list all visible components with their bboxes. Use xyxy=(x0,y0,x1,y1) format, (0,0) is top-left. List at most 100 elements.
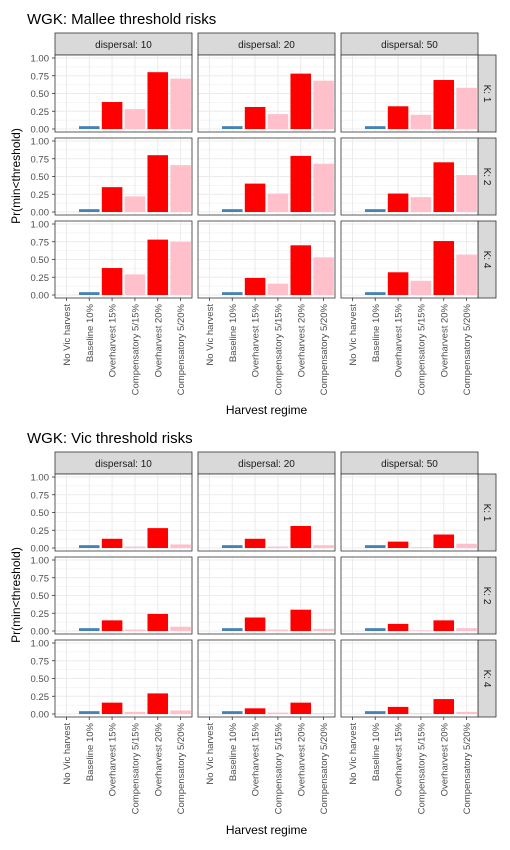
x-tick-label: Compensatory 5/15% xyxy=(416,303,427,395)
x-tick-label: Baseline 10% xyxy=(85,722,96,781)
y-tick-label: 0.25 xyxy=(31,609,50,620)
bar-overharvest-15- xyxy=(101,102,123,129)
x-tick-label: Overharvest 15% xyxy=(394,303,405,377)
x-tick-label: Compensatory 5/15% xyxy=(130,303,141,395)
y-tick-label: 0.50 xyxy=(31,508,50,519)
bar-baseline-10- xyxy=(221,209,243,212)
x-tick-label: Overharvest 15% xyxy=(251,722,262,796)
bar-overharvest-20- xyxy=(290,702,312,714)
facet-strip-col-label: dispersal: 50 xyxy=(381,459,438,470)
facet-strip-col-label: dispersal: 10 xyxy=(95,459,152,470)
x-tick-label: Compensatory 5/20% xyxy=(176,303,187,395)
bar-compensatory-5-15- xyxy=(410,547,432,548)
y-tick-label: 1.00 xyxy=(31,220,50,231)
y-tick-label: 0.25 xyxy=(31,692,50,703)
panel-border xyxy=(340,54,479,133)
y-tick-label: 0.50 xyxy=(31,89,50,100)
y-tick-label: 1.00 xyxy=(31,54,50,65)
x-tick-label: Compensatory 5/20% xyxy=(319,722,330,814)
bar-baseline-10- xyxy=(78,292,100,295)
bar-overharvest-15- xyxy=(101,187,123,212)
facet-panel xyxy=(340,473,479,552)
x-tick-label: Overharvest 15% xyxy=(108,722,119,796)
x-tick-label: Baseline 10% xyxy=(228,303,239,362)
bar-compensatory-5-20- xyxy=(456,87,477,129)
bar-baseline-10- xyxy=(78,209,100,212)
bar-baseline-10- xyxy=(364,209,386,212)
bar-compensatory-5-15- xyxy=(410,197,432,212)
facet-panel xyxy=(197,137,336,216)
bar-compensatory-5-20- xyxy=(170,241,191,295)
bar-overharvest-20- xyxy=(147,239,169,295)
bar-overharvest-15- xyxy=(387,541,409,548)
facet-panel xyxy=(340,220,479,299)
bar-baseline-10- xyxy=(364,545,386,548)
y-tick-label: 1.00 xyxy=(31,473,50,484)
bar-compensatory-5-15- xyxy=(124,629,146,631)
bar-overharvest-20- xyxy=(290,525,312,548)
bar-compensatory-5-20- xyxy=(170,710,191,714)
panel-border xyxy=(54,220,193,299)
bar-overharvest-20- xyxy=(433,241,455,295)
x-tick-label: Overharvest 15% xyxy=(251,303,262,377)
bar-overharvest-15- xyxy=(244,617,266,631)
bar-compensatory-5-15- xyxy=(267,114,289,129)
y-tick-label: 1.00 xyxy=(31,639,50,650)
bar-compensatory-5-15- xyxy=(124,711,146,714)
facet-strip-col-label: dispersal: 10 xyxy=(95,40,152,51)
bar-overharvest-20- xyxy=(147,528,169,548)
x-tick-label: No Vic harvest xyxy=(62,304,73,366)
bar-overharvest-15- xyxy=(387,106,409,129)
facet-strip-row-label: K: 4 xyxy=(481,670,492,688)
bar-compensatory-5-15- xyxy=(267,546,289,548)
panel-border xyxy=(54,54,193,133)
facet-panel xyxy=(340,54,479,133)
bar-baseline-10- xyxy=(364,628,386,631)
x-tick-label: Overharvest 20% xyxy=(153,722,164,796)
x-axis-label: Harvest regime xyxy=(226,823,308,837)
facet-panel xyxy=(197,556,336,635)
facet-strip-row-label: K: 1 xyxy=(481,85,492,103)
panel-border xyxy=(54,137,193,216)
x-tick-label: Compensatory 5/20% xyxy=(462,303,473,395)
bar-baseline-10- xyxy=(221,292,243,295)
y-tick-label: 0.75 xyxy=(31,71,50,82)
bar-baseline-10- xyxy=(221,545,243,548)
panel-border xyxy=(197,220,336,299)
x-tick-label: Baseline 10% xyxy=(85,303,96,362)
y-tick-label: 0.75 xyxy=(31,656,50,667)
x-tick-label: Overharvest 15% xyxy=(394,722,405,796)
facet-panel xyxy=(197,54,336,133)
x-tick-label: Compensatory 5/20% xyxy=(176,722,187,814)
bar-compensatory-5-20- xyxy=(456,543,477,548)
bar-overharvest-20- xyxy=(433,534,455,548)
x-tick-label: Compensatory 5/20% xyxy=(462,722,473,814)
facet-panel xyxy=(54,556,193,635)
bar-baseline-10- xyxy=(78,711,100,714)
panel-border xyxy=(340,556,479,635)
y-tick-label: 0.25 xyxy=(31,526,50,537)
bar-overharvest-15- xyxy=(244,708,266,714)
facet-panel xyxy=(54,220,193,299)
y-tick-label: 0.75 xyxy=(31,154,50,165)
bar-overharvest-15- xyxy=(387,193,409,212)
bar-compensatory-5-15- xyxy=(124,546,146,548)
y-tick-label: 1.00 xyxy=(31,137,50,148)
panel-border xyxy=(197,639,336,718)
x-tick-label: Compensatory 5/15% xyxy=(273,722,284,814)
x-tick-label: Overharvest 20% xyxy=(296,303,307,377)
bar-overharvest-20- xyxy=(147,72,169,129)
facet-panel xyxy=(340,556,479,635)
x-tick-label: Overharvest 20% xyxy=(439,722,450,796)
bar-compensatory-5-15- xyxy=(124,109,146,129)
bar-baseline-10- xyxy=(364,126,386,129)
bar-compensatory-5-20- xyxy=(456,175,477,212)
bar-baseline-10- xyxy=(221,711,243,714)
bar-compensatory-5-20- xyxy=(313,713,334,714)
bar-compensatory-5-15- xyxy=(267,193,289,212)
bar-baseline-10- xyxy=(78,628,100,631)
bar-compensatory-5-15- xyxy=(267,712,289,714)
panel-border xyxy=(54,639,193,718)
bar-overharvest-15- xyxy=(244,106,266,129)
bar-overharvest-20- xyxy=(290,609,312,631)
